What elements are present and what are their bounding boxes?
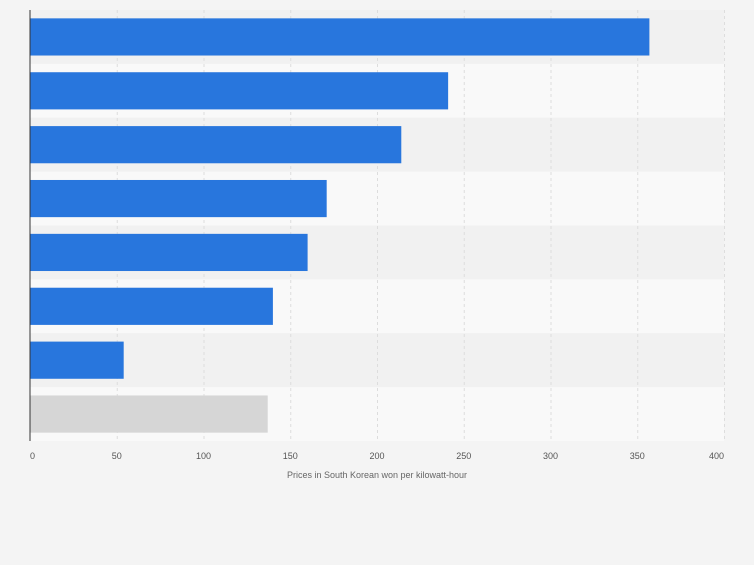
bar-6[interactable] <box>30 287 273 325</box>
x-tick-label: 50 <box>112 451 122 461</box>
bar-3[interactable] <box>30 126 402 164</box>
bar-2[interactable] <box>30 72 449 110</box>
bars <box>30 18 650 433</box>
bar-8[interactable] <box>30 395 268 433</box>
bar-5[interactable] <box>30 233 308 272</box>
x-tick-label: 150 <box>283 451 298 461</box>
x-tick-label: 400 <box>709 451 724 461</box>
x-tick-label: 0 <box>30 451 35 461</box>
x-axis-label: Prices in South Korean won per kilowatt-… <box>287 470 467 480</box>
x-tick-label: 250 <box>456 451 471 461</box>
x-tick-label: 300 <box>543 451 558 461</box>
bar-4[interactable] <box>30 179 327 218</box>
bar-1[interactable] <box>30 18 650 56</box>
x-tick-label: 350 <box>630 451 645 461</box>
bar-7[interactable] <box>30 341 124 379</box>
x-tick-labels: 0 50 100 150 200 250 300 350 400 <box>30 451 724 461</box>
x-tick-label: 100 <box>196 451 211 461</box>
x-tick-label: 200 <box>369 451 384 461</box>
